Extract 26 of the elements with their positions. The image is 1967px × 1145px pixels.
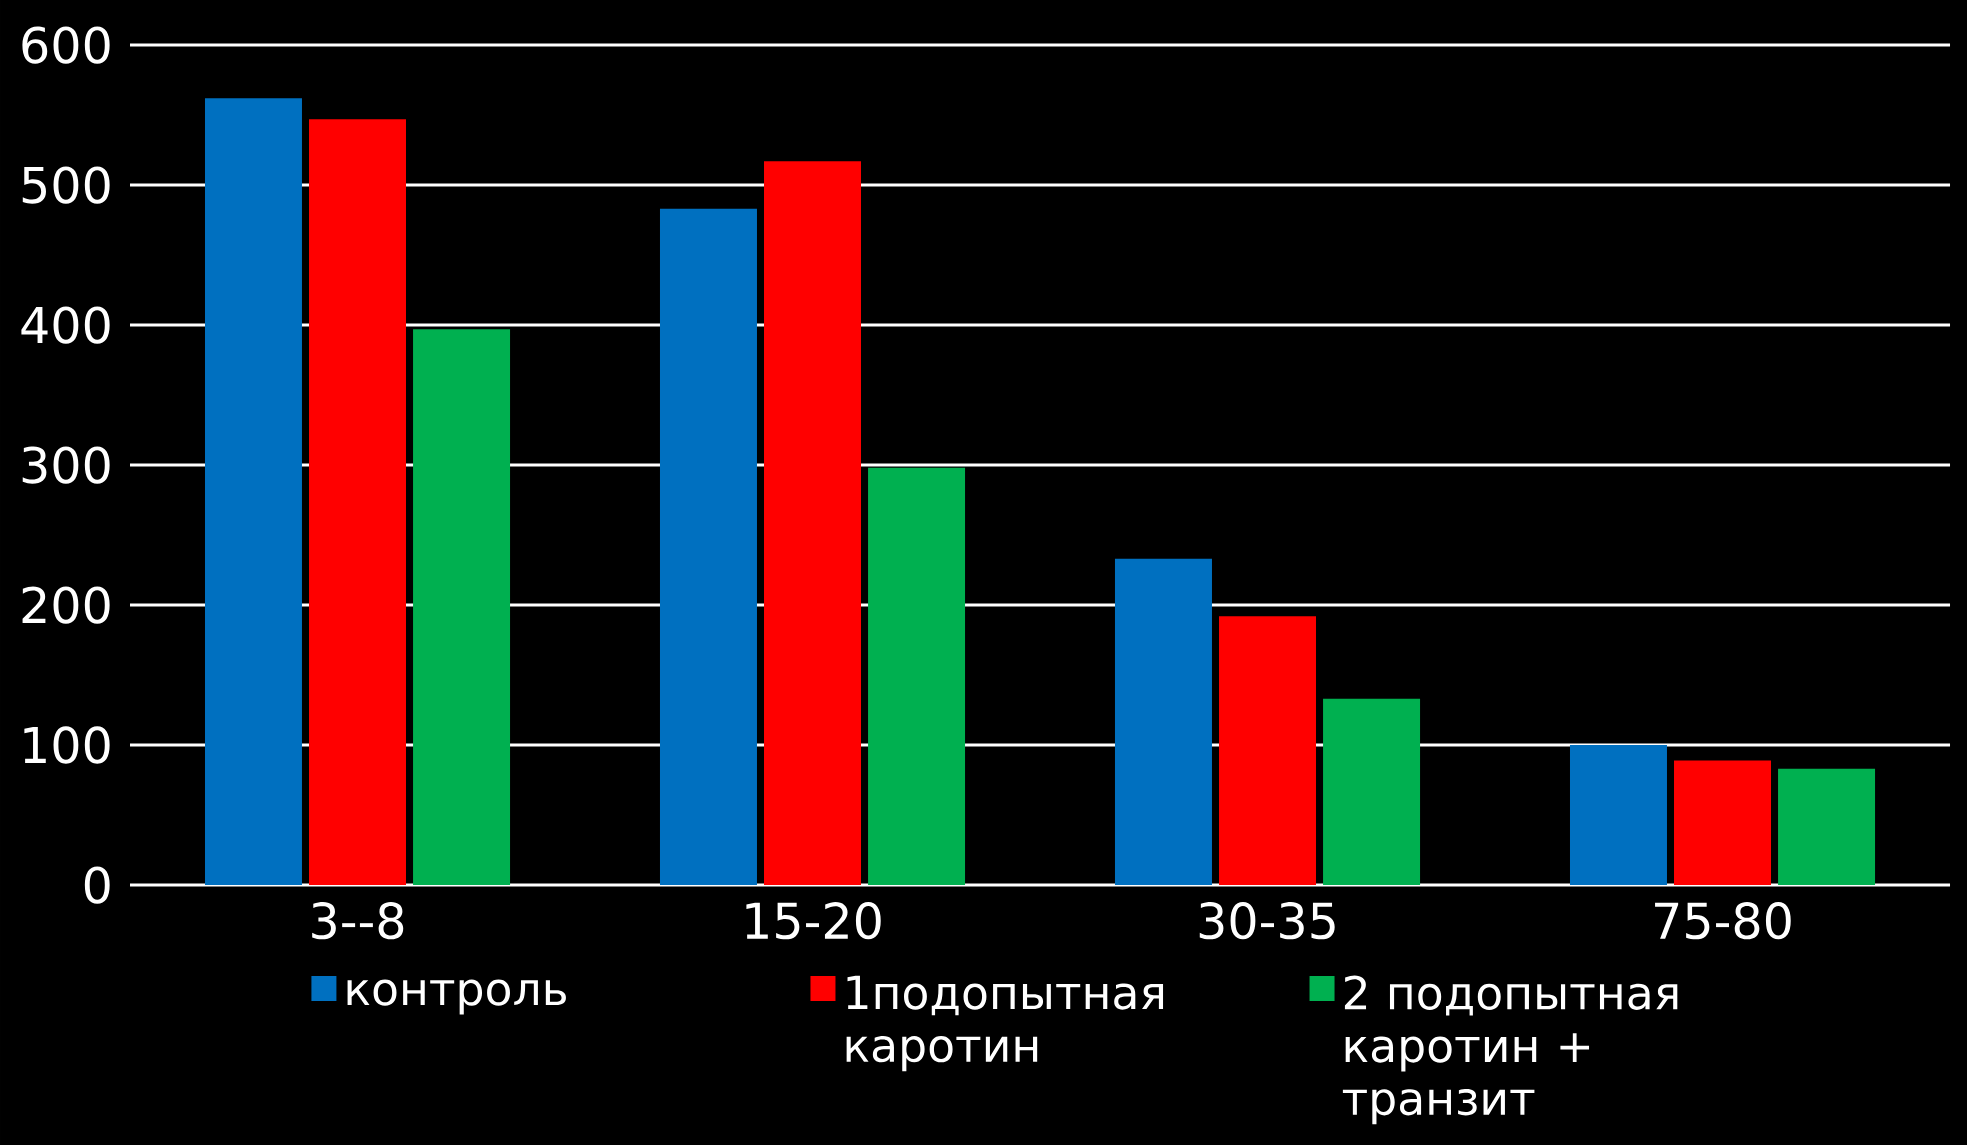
legend-label: контроль (347, 979, 566, 1015)
y-tick-label: 300 (22, 446, 110, 484)
legend-label: 1подопытная каротин (846, 975, 1164, 1072)
y-tick-label: 600 (22, 26, 110, 64)
bar (309, 119, 406, 886)
bar (1219, 616, 1317, 886)
y-tick-label: 500 (22, 166, 110, 204)
bar (413, 329, 511, 886)
bar (204, 98, 302, 886)
legend-label: 2 подопытная каротин + транзит (1342, 975, 1678, 1125)
y-tick-label: 100 (24, 726, 110, 764)
x-tick-label: 30-35 (1199, 902, 1335, 940)
y-tick-label: 0 (84, 866, 110, 904)
bar (1778, 768, 1876, 886)
y-tick-label: 200 (22, 586, 110, 624)
bar (1569, 745, 1667, 886)
bar (764, 161, 862, 886)
bar (1323, 698, 1421, 886)
y-tick-label: 400 (21, 306, 110, 344)
x-tick-label: 15-20 (746, 902, 881, 940)
bar (659, 208, 757, 886)
x-tick-label: 75-80 (1655, 902, 1791, 940)
x-tick-label: 3--8 (312, 902, 404, 940)
bar (868, 467, 966, 886)
bar (1674, 760, 1772, 886)
bar (1114, 558, 1212, 886)
